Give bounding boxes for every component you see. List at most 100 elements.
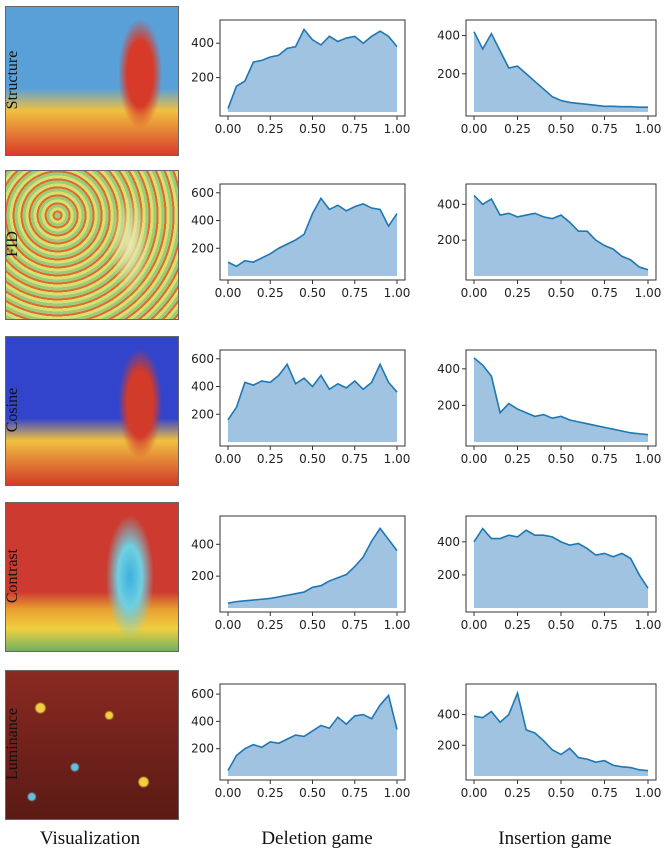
y-tick-label: 400 <box>437 708 460 722</box>
x-tick-label: 0.75 <box>341 122 368 136</box>
y-tick-label: 200 <box>191 569 214 583</box>
x-tick-label: 0.75 <box>341 786 368 800</box>
series-line <box>227 362 398 421</box>
series-line <box>227 27 398 109</box>
x-tick-label: 0.50 <box>299 452 326 466</box>
x-tick-label: 0.25 <box>504 452 531 466</box>
x-tick-label: 1.00 <box>384 122 411 136</box>
chart-structure-insertion: 0.00 0.25 0.50 0.75 1.00 200 400 <box>437 19 662 136</box>
column-label-visualization: Visualization <box>39 828 141 849</box>
x-tick-label: 1.00 <box>635 286 662 300</box>
x-tick-label: 0.25 <box>504 286 531 300</box>
x-tick-label: 0.50 <box>299 786 326 800</box>
x-tick-label: 0.25 <box>257 452 284 466</box>
y-tick-label: 400 <box>191 36 214 50</box>
x-tick-label: 0.00 <box>215 286 242 300</box>
x-tick-label: 0.50 <box>548 286 575 300</box>
area-fill <box>474 528 648 608</box>
x-tick-label: 0.75 <box>591 452 618 466</box>
y-tick-label: 400 <box>191 380 214 394</box>
chart-luminance-deletion: 0.00 0.25 0.50 0.75 1.00 200 400 600 <box>191 683 411 800</box>
x-tick-label: 0.25 <box>504 786 531 800</box>
y-tick-label: 400 <box>437 29 460 43</box>
area-fill <box>228 364 397 442</box>
chart-luminance-insertion: 0.00 0.25 0.50 0.75 1.00 400 200 <box>437 683 662 800</box>
y-tick-label: 400 <box>437 362 460 376</box>
chart-structure-deletion: 0.00 0.25 0.50 0.75 1.00 200 400 <box>191 19 411 136</box>
x-tick-label: 0.50 <box>548 122 575 136</box>
series-line <box>227 196 398 268</box>
chart-cosine-deletion: 0.00 0.25 0.50 0.75 1.00 200 400 600 <box>191 349 411 466</box>
x-tick-label: 0.00 <box>461 618 488 632</box>
y-tick-label: 600 <box>191 687 214 701</box>
area-fill <box>228 695 397 776</box>
x-tick-label: 1.00 <box>635 618 662 632</box>
y-tick-label: 200 <box>437 738 460 752</box>
y-tick-label: 400 <box>437 535 460 549</box>
x-tick-label: 0.75 <box>591 122 618 136</box>
x-tick-label: 0.25 <box>257 786 284 800</box>
chart-contrast-deletion: 0.00 0.25 0.50 0.75 1.00 200 400 <box>191 515 410 632</box>
x-tick-label: 0.25 <box>257 286 284 300</box>
x-tick-label: 0.00 <box>215 122 242 136</box>
x-tick-label: 1.00 <box>384 286 411 300</box>
x-tick-label: 0.50 <box>299 286 326 300</box>
chart-fid-deletion: 0.00 0.25 0.50 0.75 1.00 200 400 600 <box>191 183 411 300</box>
x-tick-label: 0.00 <box>461 452 488 466</box>
x-tick-label: 0.75 <box>341 618 368 632</box>
series-line <box>227 693 398 771</box>
series-line <box>473 357 649 436</box>
x-tick-label: 0.50 <box>548 786 575 800</box>
x-tick-label: 1.00 <box>635 786 662 800</box>
y-tick-label: 400 <box>191 214 214 228</box>
x-tick-label: 0.50 <box>548 452 575 466</box>
area-fill <box>228 198 397 276</box>
y-tick-label: 400 <box>191 714 214 728</box>
heatmap-structure <box>5 6 179 156</box>
heatmap-fid <box>5 170 179 320</box>
x-tick-label: 0.25 <box>504 122 531 136</box>
x-tick-label: 0.75 <box>591 286 618 300</box>
heatmap-cosine <box>5 336 179 486</box>
chart-cosine-insertion: 0.00 0.25 0.50 0.75 1.00 200 400 <box>437 349 662 466</box>
x-tick-label: 1.00 <box>384 786 411 800</box>
x-tick-label: 0.75 <box>341 286 368 300</box>
area-fill <box>474 357 648 442</box>
y-tick-label: 200 <box>191 241 214 255</box>
y-tick-label: 200 <box>437 233 460 247</box>
y-tick-label: 400 <box>191 537 214 551</box>
y-tick-label: 200 <box>437 398 460 412</box>
y-tick-label: 200 <box>191 742 214 756</box>
y-tick-label: 200 <box>191 407 214 421</box>
x-tick-label: 0.00 <box>461 122 488 136</box>
y-tick-label: 600 <box>191 186 214 200</box>
y-tick-label: 400 <box>437 197 460 211</box>
column-label-insertion: Insertion game <box>498 828 612 849</box>
x-tick-label: 0.25 <box>257 122 284 136</box>
series-line <box>473 31 648 109</box>
x-tick-label: 0.75 <box>591 618 618 632</box>
area-fill <box>474 693 648 776</box>
x-tick-label: 0.75 <box>591 786 618 800</box>
column-label-deletion: Deletion game <box>261 828 373 849</box>
x-tick-label: 0.00 <box>215 786 242 800</box>
y-tick-label: 200 <box>437 568 460 582</box>
x-tick-label: 0.00 <box>215 452 242 466</box>
series-line <box>473 194 649 271</box>
x-tick-label: 0.25 <box>504 618 531 632</box>
series-line <box>227 526 398 605</box>
series-line <box>473 690 649 772</box>
x-tick-label: 1.00 <box>384 452 411 466</box>
x-tick-label: 0.00 <box>215 618 242 632</box>
x-tick-label: 0.00 <box>461 286 488 300</box>
y-tick-label: 200 <box>191 71 214 85</box>
x-tick-label: 1.00 <box>635 452 662 466</box>
area-fill <box>228 29 397 112</box>
area-fill <box>228 528 397 608</box>
x-tick-label: 0.50 <box>299 618 326 632</box>
heatmap-luminance <box>5 670 179 820</box>
x-tick-label: 1.00 <box>635 122 662 136</box>
y-tick-label: 600 <box>191 352 214 366</box>
x-tick-label: 0.50 <box>299 122 326 136</box>
